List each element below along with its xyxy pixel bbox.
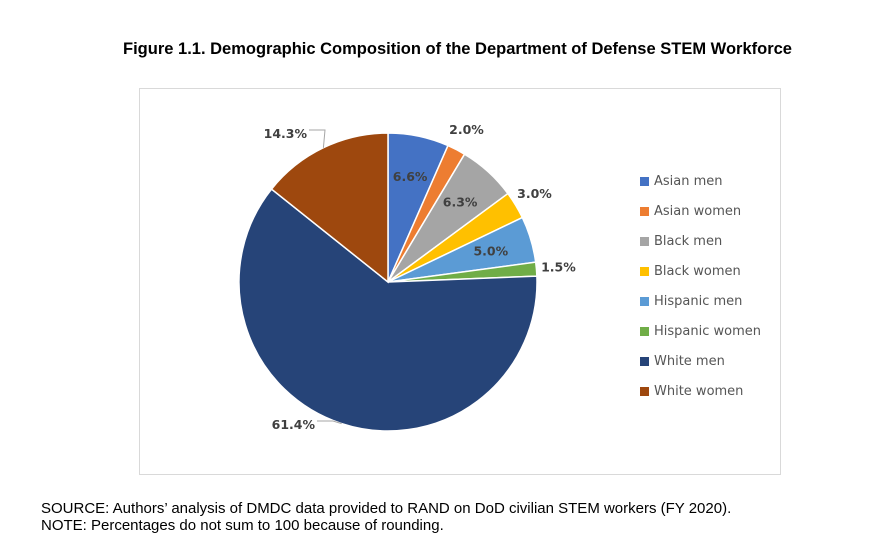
legend-label-white-women: White women bbox=[654, 383, 744, 399]
legend-item-asian-women: Asian women bbox=[640, 196, 761, 226]
legend-swatch-white-women bbox=[640, 386, 649, 396]
legend-swatch-hispanic-men bbox=[640, 296, 649, 306]
legend-label-asian-men: Asian men bbox=[654, 173, 723, 189]
legend-swatch-asian-women bbox=[640, 206, 649, 216]
legend-label-hispanic-women: Hispanic women bbox=[654, 323, 761, 339]
source-note: SOURCE: Authors’ analysis of DMDC data p… bbox=[41, 500, 732, 517]
legend-swatch-white-men bbox=[640, 356, 649, 366]
data-label-white-women: 14.3% bbox=[264, 126, 308, 141]
rounding-note: NOTE: Percentages do not sum to 100 beca… bbox=[41, 517, 444, 534]
data-label-hispanic-men: 5.0% bbox=[473, 243, 508, 258]
leader-line-white-women bbox=[309, 129, 326, 148]
legend-label-hispanic-men: Hispanic men bbox=[654, 293, 743, 309]
legend-item-black-men: Black men bbox=[640, 226, 761, 256]
data-label-white-men: 61.4% bbox=[272, 417, 316, 432]
pie-chart: 6.6% 2.0% 6.3% 3.0% 5.0% 1.5% 61.4% 14.3% bbox=[238, 122, 576, 432]
footer: SOURCE: Authors’ analysis of DMDC data p… bbox=[41, 500, 731, 534]
legend-label-white-men: White men bbox=[654, 353, 725, 369]
legend-item-white-men: White men bbox=[640, 346, 761, 376]
legend-label-asian-women: Asian women bbox=[654, 203, 742, 219]
data-label-asian-women: 2.0% bbox=[449, 122, 484, 137]
chart-area: 6.6% 2.0% 6.3% 3.0% 5.0% 1.5% 61.4% 14.3% Asian… bbox=[139, 88, 781, 475]
legend-item-hispanic-men: Hispanic men bbox=[640, 286, 761, 316]
legend-item-asian-men: Asian men bbox=[640, 166, 761, 196]
legend-swatch-black-men bbox=[640, 236, 649, 246]
data-label-black-women: 3.0% bbox=[517, 186, 552, 201]
data-label-hispanic-women: 1.5% bbox=[541, 259, 576, 274]
legend-item-black-women: Black women bbox=[640, 256, 761, 286]
legend-label-black-women: Black women bbox=[654, 263, 741, 279]
legend-swatch-asian-men bbox=[640, 176, 649, 186]
legend-swatch-black-women bbox=[640, 266, 649, 276]
data-label-asian-men: 6.6% bbox=[393, 169, 428, 184]
legend-label-black-men: Black men bbox=[654, 233, 723, 249]
legend-swatch-hispanic-women bbox=[640, 326, 649, 336]
chart-title: Figure 1.1. Demographic Composition of t… bbox=[123, 40, 792, 58]
legend-item-white-women: White women bbox=[640, 376, 761, 406]
legend: Asian men Asian women Black men Black women… bbox=[640, 166, 761, 406]
data-label-black-men: 6.3% bbox=[443, 195, 478, 210]
leader-line-white-men bbox=[317, 420, 342, 425]
legend-item-hispanic-women: Hispanic women bbox=[640, 316, 761, 346]
